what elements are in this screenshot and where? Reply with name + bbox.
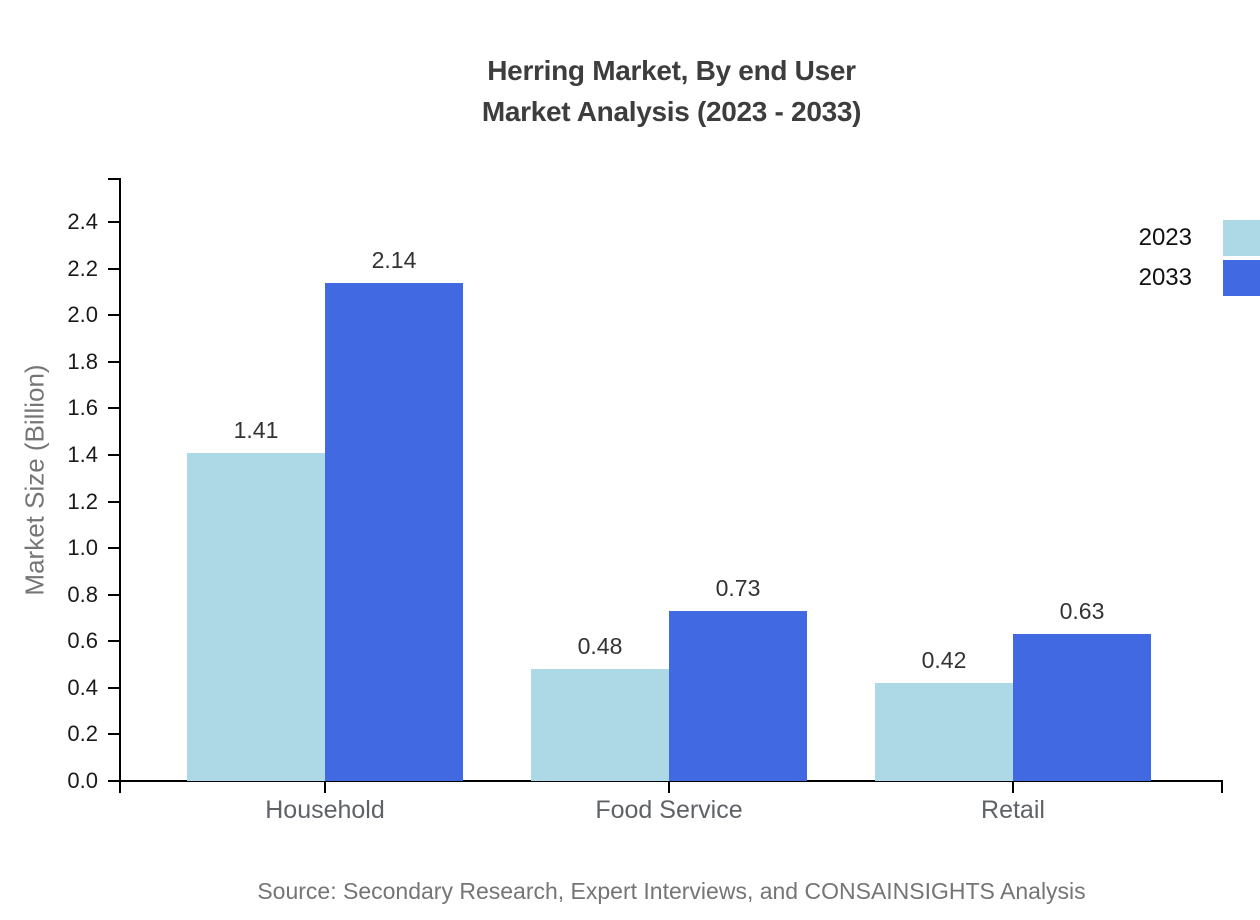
bar-value-label: 0.63 — [1059, 598, 1105, 625]
bar-value-label: 0.42 — [921, 647, 967, 674]
chart-title-line1: Herring Market, By end User — [487, 55, 856, 86]
legend-item-2023: 2023 — [980, 220, 1260, 256]
y-tick-label: 0.6 — [67, 628, 98, 654]
legend-swatch-icon — [1223, 220, 1260, 256]
bar-value-label: 0.73 — [715, 574, 761, 601]
y-tick-label: 2.2 — [67, 255, 98, 281]
y-tick-label: 1.4 — [67, 441, 98, 467]
x-tick-label: Retail — [981, 796, 1045, 824]
y-tick-label: 2.0 — [67, 302, 98, 328]
y-tick-label: 1.6 — [67, 395, 98, 421]
y-tick-mark — [108, 221, 120, 223]
chart-title: Herring Market, By end User Market Analy… — [120, 50, 1223, 132]
bar-2033-food-service — [669, 610, 807, 781]
y-tick-mark — [108, 780, 120, 782]
legend-item-2033: 2033 — [980, 260, 1260, 296]
legend-swatch-icon — [1223, 260, 1260, 296]
y-tick-mark — [108, 686, 120, 689]
y-tick-label: 0.4 — [67, 674, 98, 700]
y-tick-label: 0.2 — [67, 721, 98, 747]
bar-value-label: 1.41 — [233, 416, 279, 443]
x-tick-label: Household — [265, 796, 385, 824]
bar-2023-food-service — [531, 669, 669, 781]
bar-value-label: 0.48 — [577, 633, 623, 660]
legend: 2023 2033 — [980, 220, 1260, 300]
x-axis-spine — [120, 780, 1223, 782]
bar-2033-household — [325, 282, 463, 781]
y-tick-label: 0.8 — [67, 581, 98, 607]
y-tick-mark — [108, 640, 120, 643]
bar-2033-retail — [1013, 634, 1151, 781]
x-tick-label: Food Service — [595, 796, 743, 824]
source-note: Source: Secondary Research, Expert Inter… — [257, 878, 1086, 904]
y-axis-spine — [119, 178, 121, 793]
y-axis-top-cap — [108, 178, 120, 180]
y-tick-mark — [108, 267, 120, 270]
x-tick-mark — [1012, 781, 1014, 793]
y-tick-mark — [108, 407, 120, 410]
y-tick-mark — [108, 314, 120, 317]
legend-label: 2023 — [1138, 224, 1192, 251]
x-tick-mark — [668, 781, 670, 793]
y-tick-mark — [108, 733, 120, 736]
y-tick-mark — [108, 593, 120, 596]
x-axis-right-cap — [1221, 781, 1223, 793]
bar-value-label: 2.14 — [371, 246, 417, 273]
y-tick-label: 1.8 — [67, 348, 98, 374]
y-tick-label: 2.4 — [67, 209, 98, 234]
y-tick-mark — [108, 453, 120, 456]
y-tick-mark — [108, 360, 120, 363]
y-tick-label: 0.0 — [67, 768, 98, 793]
bar-2023-household — [187, 452, 325, 781]
y-tick-label: 1.2 — [67, 488, 98, 514]
legend-label: 2033 — [1138, 264, 1192, 291]
y-tick-mark — [108, 547, 120, 550]
x-tick-mark — [324, 781, 326, 793]
bar-2023-retail — [875, 683, 1013, 781]
y-tick-label: 1.0 — [67, 535, 98, 561]
y-tick-mark — [108, 500, 120, 503]
chart-title-line2: Market Analysis (2023 - 2033) — [481, 96, 862, 127]
